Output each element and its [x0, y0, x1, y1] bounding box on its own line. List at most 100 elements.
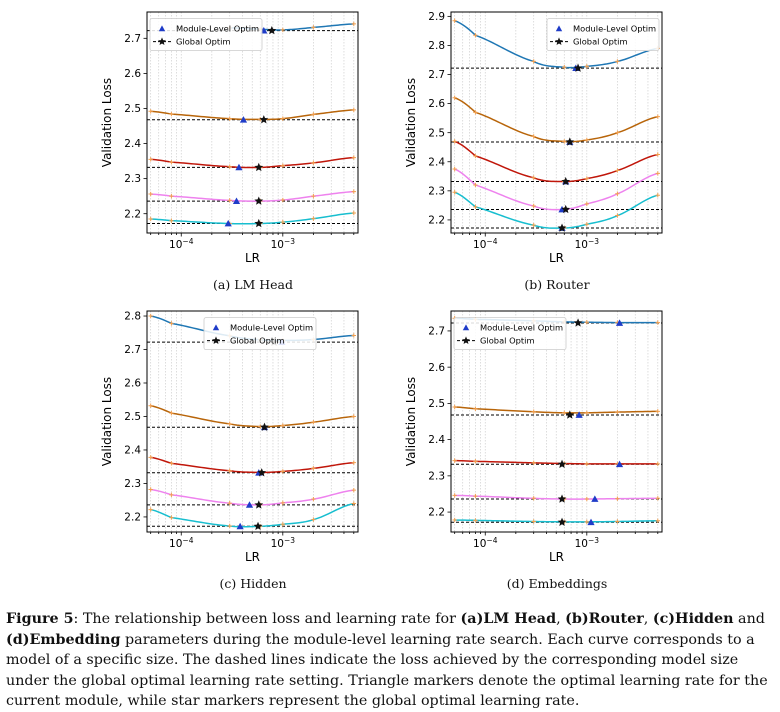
- global-optimal-marker: [565, 410, 575, 419]
- series-sample-point: [148, 507, 153, 512]
- global-optimal-marker: [254, 218, 264, 228]
- series-sample-point: [531, 59, 536, 64]
- series-sample-point: [452, 18, 457, 23]
- x-tick-base: 10: [575, 239, 588, 251]
- subcaption-b-text: Router: [546, 277, 590, 292]
- y-tick-label: 2.7: [124, 344, 141, 356]
- series-sample-point: [280, 500, 286, 506]
- y-axis-label: Validation Loss: [100, 377, 114, 466]
- series-line: [454, 494, 658, 500]
- series-sample-point: [531, 134, 536, 139]
- series-sample-point: [169, 410, 174, 416]
- series-line: [454, 191, 659, 229]
- global-optimal-marker: [254, 500, 264, 509]
- y-tick-label: 2.6: [124, 378, 141, 390]
- series-sample-point: [148, 455, 153, 460]
- series-sample-point: [584, 519, 590, 525]
- subcaption-c-text: Hidden: [240, 576, 287, 591]
- series-sample-point: [655, 192, 660, 198]
- x-axis-label: LR: [549, 550, 564, 564]
- x-tick-base: 10: [271, 239, 284, 251]
- y-tick-label: 2.2: [124, 208, 141, 220]
- series-line: [454, 168, 659, 211]
- series-line: [150, 405, 354, 428]
- module-optimal-marker: [245, 501, 254, 508]
- series-sample-point: [473, 204, 478, 210]
- series-sample-point: [351, 21, 356, 27]
- series-sample-point: [280, 197, 286, 203]
- subcaption-d: (d) Embeddings: [452, 576, 662, 591]
- module-optimal-marker: [235, 163, 243, 171]
- series-sample-point: [311, 112, 316, 117]
- legend-label: Global Optim: [573, 37, 628, 47]
- series-sample-point: [452, 493, 457, 498]
- series-line: [150, 156, 354, 169]
- series-sample-point: [584, 496, 590, 502]
- y-tick-label: 2.9: [428, 11, 445, 23]
- figure-caption-label: Figure 5: [6, 611, 74, 627]
- module-optimal-marker: [239, 116, 248, 123]
- x-tick-exponent: −4: [486, 536, 497, 545]
- series-sample-point: [351, 155, 356, 160]
- x-tick-exponent: −3: [588, 237, 599, 246]
- series-sample-point: [473, 406, 478, 412]
- subcaption-a-label: (a): [212, 277, 231, 292]
- series-sample-point: [562, 410, 567, 416]
- x-tick-base: 10: [575, 538, 588, 550]
- module-optimal-marker: [615, 460, 624, 468]
- series-line: [150, 456, 354, 474]
- y-tick-label: 2.7: [124, 33, 141, 45]
- x-tick-label: 10−4: [473, 237, 498, 251]
- series-sample-point: [452, 139, 457, 144]
- series-sample-point: [584, 410, 590, 416]
- series-sample-point: [311, 419, 316, 425]
- series-sample-point: [655, 114, 660, 119]
- series-sample-point: [615, 59, 620, 64]
- y-tick-label: 2.2: [124, 512, 141, 524]
- series-line: [150, 488, 354, 506]
- series-sample-point: [351, 210, 356, 216]
- y-tick-label: 2.4: [428, 156, 445, 168]
- series-sample-point: [148, 403, 153, 408]
- global-optimal-marker: [259, 115, 269, 124]
- global-optimal-marker: [254, 196, 264, 205]
- module-optimal-marker: [232, 197, 241, 204]
- series-sample-point: [311, 160, 316, 166]
- series-sample-point: [452, 404, 457, 410]
- legend: Module-Level Optim Global Optim: [149, 18, 263, 52]
- y-tick-label: 2.4: [428, 434, 445, 446]
- x-tick-label: 10−3: [271, 237, 296, 251]
- y-axis-label: Validation Loss: [100, 78, 114, 167]
- series-line: [454, 459, 658, 465]
- series-sample-point: [351, 460, 356, 465]
- legend-label: Global Optim: [176, 37, 231, 47]
- series-line: [150, 190, 354, 202]
- global-optimal-marker: [260, 422, 269, 431]
- series-sample-point: [562, 65, 567, 70]
- series-sample-point: [473, 153, 478, 159]
- figure-caption-bold-1: (a)LM Head: [460, 611, 557, 627]
- y-tick-label: 2.5: [124, 411, 141, 423]
- series-sample-point: [452, 458, 457, 463]
- figure-caption-bold-3: (c)Hidden: [652, 611, 734, 627]
- y-tick-label: 2.5: [124, 103, 141, 115]
- series-sample-point: [351, 107, 356, 113]
- legend-star-icon: [158, 37, 166, 46]
- legend-star-icon: [555, 37, 563, 46]
- series-sample-point: [584, 137, 590, 143]
- series-sample-point: [311, 517, 316, 522]
- x-tick-label: 10−3: [575, 237, 600, 251]
- global-optimal-marker: [573, 318, 583, 327]
- series-line: [150, 109, 354, 121]
- module-optimal-marker: [224, 219, 232, 227]
- y-axis-label: Validation Loss: [404, 78, 418, 167]
- subcaption-d-label: (d): [506, 576, 525, 591]
- series-sample-point: [584, 461, 590, 467]
- series-sample-point: [169, 461, 174, 466]
- series-sample-point: [584, 64, 590, 69]
- module-optimal-marker: [591, 495, 599, 502]
- series-sample-point: [280, 469, 286, 474]
- series-sample-point: [351, 487, 356, 493]
- series-sample-point: [227, 468, 232, 473]
